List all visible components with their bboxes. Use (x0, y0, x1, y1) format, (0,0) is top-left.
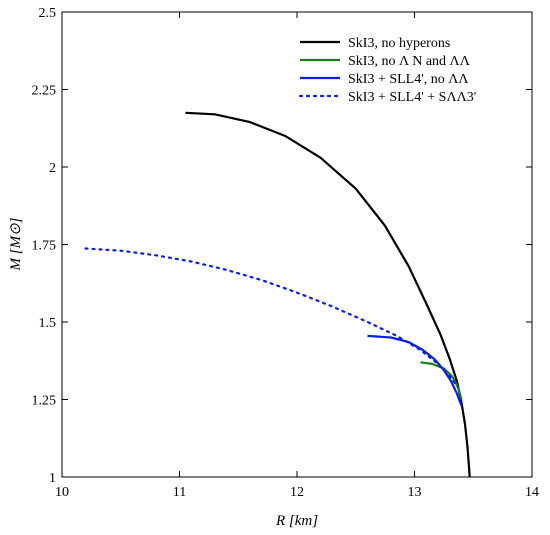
x-tick-label: 11 (173, 485, 186, 500)
legend-label-4: SkI3 + SLL4' + SΛΛ3' (348, 90, 476, 105)
series-line-3 (367, 334, 463, 407)
lines-layer (84, 111, 471, 478)
y-tick-label: 2.25 (32, 84, 57, 99)
legend-label-1: SkI3, no hyperons (348, 36, 450, 51)
x-axis-label: R [km] (275, 513, 318, 529)
series-line-4 (84, 247, 460, 389)
x-tick-label: 14 (525, 485, 539, 500)
y-axis-label: M [M⊙] (8, 217, 24, 271)
y-tick-label: 1.25 (32, 394, 57, 409)
y-tick-label: 2 (49, 161, 56, 176)
series-line-2 (420, 361, 463, 400)
y-tick-label: 1 (49, 471, 56, 486)
plot-area (61, 11, 533, 478)
ticks-layer: 10 11 12 13 14 1 1.25 1.5 1.75 2 2.25 2.5 (32, 6, 540, 500)
legend-label-2: SkI3, no Λ N and ΛΛ (348, 54, 471, 69)
y-tick-label: 2.5 (39, 6, 57, 21)
y-tick-label: 1.5 (39, 316, 57, 331)
x-tick-label: 13 (408, 485, 422, 500)
legend-label-3: SkI3 + SLL4', no ΛΛ (348, 72, 469, 87)
legend: SkI3, no hyperons SkI3, no Λ N and ΛΛ SkI3… (298, 36, 476, 105)
x-tick-label: 12 (290, 485, 304, 500)
y-tick-label: 1.75 (32, 239, 57, 254)
series-line-1 (185, 111, 471, 478)
x-tick-label: 10 (55, 485, 69, 500)
